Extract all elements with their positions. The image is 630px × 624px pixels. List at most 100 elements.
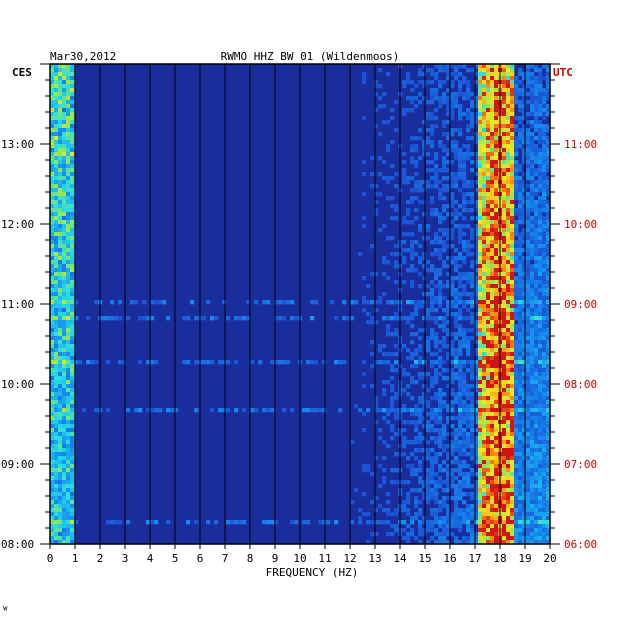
heatmap-cell — [426, 68, 431, 73]
heatmap-cell — [442, 100, 447, 105]
heatmap-cell — [474, 472, 479, 477]
heatmap-cell — [442, 156, 447, 161]
heatmap-cell — [474, 448, 479, 453]
heatmap-cell — [162, 300, 167, 305]
heatmap-cell — [62, 432, 67, 437]
heatmap-cell — [362, 216, 367, 221]
heatmap-cell — [534, 312, 539, 317]
heatmap-cell — [490, 264, 495, 269]
heatmap-cell — [510, 100, 515, 105]
heatmap-cell — [542, 392, 547, 397]
heatmap-cell — [410, 420, 415, 425]
heatmap-cell — [406, 456, 411, 461]
heatmap-cell — [546, 160, 551, 165]
heatmap-cell — [410, 380, 415, 385]
heatmap-cell — [66, 292, 71, 297]
heatmap-cell — [54, 124, 59, 129]
heatmap-cell — [450, 260, 455, 265]
heatmap-cell — [58, 404, 63, 409]
heatmap-cell — [478, 216, 483, 221]
heatmap-cell — [62, 492, 67, 497]
heatmap-cell — [494, 196, 499, 201]
heatmap-cell — [66, 288, 71, 293]
heatmap-cell — [502, 384, 507, 389]
heatmap-cell — [426, 472, 431, 477]
heatmap-cell — [542, 132, 547, 137]
heatmap-cell — [418, 184, 423, 189]
heatmap-cell — [418, 180, 423, 185]
heatmap-cell — [490, 288, 495, 293]
heatmap-cell — [526, 164, 531, 169]
heatmap-cell — [530, 268, 535, 273]
heatmap-cell — [534, 396, 539, 401]
heatmap-cell — [358, 520, 363, 525]
heatmap-cell — [62, 180, 67, 185]
heatmap-cell — [506, 264, 511, 269]
heatmap-cell — [394, 480, 399, 485]
heatmap-cell — [534, 340, 539, 345]
heatmap-cell — [490, 396, 495, 401]
heatmap-cell — [466, 416, 471, 421]
heatmap-cell — [514, 480, 519, 485]
heatmap-cell — [66, 540, 71, 545]
heatmap-cell — [506, 528, 511, 533]
heatmap-cell — [534, 224, 539, 229]
heatmap-cell — [514, 180, 519, 185]
heatmap-cell — [530, 388, 535, 393]
heatmap-cell — [54, 84, 59, 89]
heatmap-cell — [450, 432, 455, 437]
heatmap-cell — [486, 248, 491, 253]
heatmap-cell — [66, 472, 71, 477]
heatmap-cell — [478, 208, 483, 213]
heatmap-cell — [478, 380, 483, 385]
heatmap-cell — [486, 272, 491, 277]
heatmap-cell — [62, 224, 67, 229]
heatmap-cell — [62, 136, 67, 141]
heatmap-cell — [418, 512, 423, 517]
heatmap-cell — [70, 528, 75, 533]
heatmap-cell — [70, 276, 75, 281]
heatmap-cell — [450, 144, 455, 149]
heatmap-cell — [442, 404, 447, 409]
heatmap-cell — [534, 476, 539, 481]
heatmap-cell — [426, 496, 431, 501]
heatmap-cell — [546, 424, 551, 429]
heatmap-cell — [546, 312, 551, 317]
heatmap-cell — [542, 436, 547, 441]
heatmap-cell — [430, 240, 435, 245]
heatmap-cell — [534, 172, 539, 177]
heatmap-cell — [510, 336, 515, 341]
heatmap-cell — [546, 492, 551, 497]
heatmap-cell — [70, 192, 75, 197]
heatmap-cell — [542, 492, 547, 497]
heatmap-cell — [402, 520, 407, 525]
heatmap-cell — [502, 76, 507, 81]
heatmap-cell — [446, 404, 451, 409]
heatmap-cell — [50, 100, 55, 105]
heatmap-cell — [390, 408, 395, 413]
heatmap-cell — [534, 372, 539, 377]
heatmap-cell — [538, 516, 543, 521]
heatmap-cell — [58, 192, 63, 197]
heatmap-cell — [458, 128, 463, 133]
heatmap-cell — [462, 156, 467, 161]
heatmap-cell — [354, 300, 359, 305]
heatmap-cell — [58, 232, 63, 237]
heatmap-cell — [510, 192, 515, 197]
heatmap-cell — [66, 364, 71, 369]
heatmap-cell — [66, 248, 71, 253]
heatmap-cell — [446, 256, 451, 261]
heatmap-cell — [406, 356, 411, 361]
heatmap-cell — [526, 400, 531, 405]
heatmap-cell — [494, 228, 499, 233]
heatmap-cell — [374, 456, 379, 461]
heatmap-cell — [486, 220, 491, 225]
heatmap-cell — [450, 92, 455, 97]
heatmap-cell — [486, 276, 491, 281]
heatmap-cell — [478, 476, 483, 481]
heatmap-cell — [526, 228, 531, 233]
heatmap-cell — [478, 108, 483, 113]
heatmap-cell — [406, 232, 411, 237]
heatmap-cell — [58, 352, 63, 357]
heatmap-cell — [494, 528, 499, 533]
